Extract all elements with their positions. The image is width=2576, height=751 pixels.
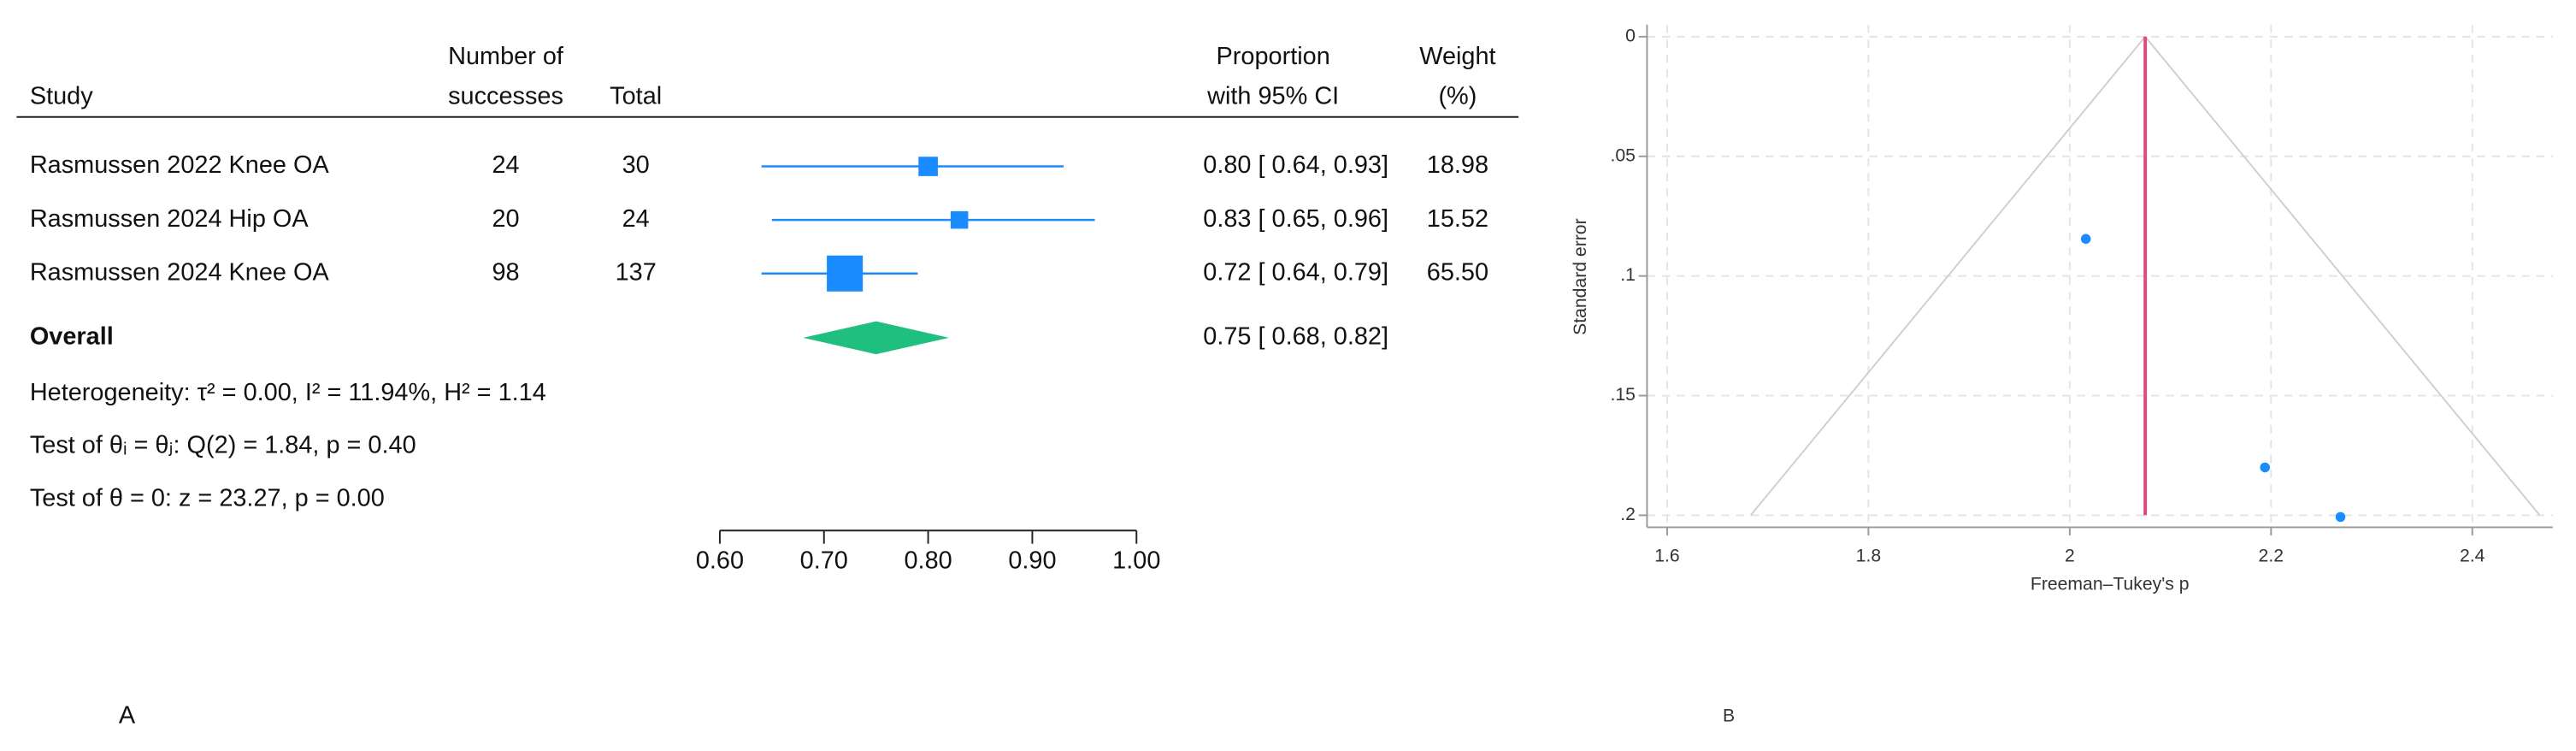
total: 137 bbox=[616, 258, 657, 286]
study-point bbox=[2260, 462, 2270, 473]
x-tick-label: 0.70 bbox=[800, 547, 848, 574]
header: (%) bbox=[1438, 82, 1477, 109]
header: Total bbox=[610, 82, 662, 109]
study-name: Rasmussen 2022 Knee OA bbox=[30, 151, 330, 179]
study-point bbox=[2080, 234, 2091, 245]
header: with 95% CI bbox=[1206, 82, 1339, 109]
estimate-label: 0.72 [ 0.64, 0.79] bbox=[1203, 258, 1388, 286]
x-tick-label: 0.90 bbox=[1008, 547, 1056, 574]
x-tick-label: 2.4 bbox=[2460, 547, 2485, 566]
x-tick-label: 2.2 bbox=[2259, 547, 2284, 566]
study-point bbox=[2335, 512, 2346, 523]
annotation: Heterogeneity: τ² = 0.00, I² = 11.94%, H… bbox=[30, 379, 546, 406]
weight-label: 65.50 bbox=[1427, 258, 1488, 286]
successes: 20 bbox=[492, 205, 519, 233]
successes: 98 bbox=[492, 258, 519, 286]
x-tick-label: 0.80 bbox=[905, 547, 952, 574]
estimate-label: 0.83 [ 0.65, 0.96] bbox=[1203, 205, 1388, 233]
header: Weight bbox=[1419, 43, 1495, 70]
x-axis-title: Freeman–Tukey's p bbox=[2031, 574, 2190, 594]
header: Study bbox=[30, 82, 93, 109]
point-estimate bbox=[918, 157, 938, 176]
panel-label: A bbox=[119, 702, 136, 730]
forest-plot: Study Number of successes Total Proportion wi… bbox=[16, 43, 1519, 730]
total: 24 bbox=[622, 205, 650, 233]
annotation: Test of θ = 0: z = 23.27, p = 0.00 bbox=[30, 484, 385, 512]
overall-diamond bbox=[803, 321, 949, 355]
x-tick-label: 1.6 bbox=[1654, 547, 1679, 566]
overall-label: Overall bbox=[30, 323, 114, 351]
weight-label: 18.98 bbox=[1427, 151, 1488, 179]
header: Proportion bbox=[1217, 43, 1330, 70]
study-name: Rasmussen 2024 Hip OA bbox=[30, 205, 309, 233]
y-tick-label: .2 bbox=[1620, 505, 1636, 524]
study-name: Rasmussen 2024 Knee OA bbox=[30, 258, 330, 286]
x-tick-label: 0.60 bbox=[696, 547, 744, 574]
y-tick-label: 0 bbox=[1625, 26, 1636, 45]
funnel-plot: 0 .05 .1 .15 .2 1.6 1.8 2 2.2 2.4 Freeman–Tukey's … bbox=[1571, 24, 2553, 726]
point-estimate bbox=[950, 210, 969, 229]
y-tick-label: .15 bbox=[1611, 385, 1636, 405]
panel-label: B bbox=[1723, 707, 1735, 726]
successes: 24 bbox=[492, 151, 519, 179]
y-axis-title: Standard error bbox=[1571, 218, 1590, 335]
header: successes bbox=[448, 82, 563, 109]
weight-label: 15.52 bbox=[1427, 205, 1488, 233]
x-tick-label: 1.00 bbox=[1112, 547, 1160, 574]
annotation: Test of θᵢ = θⱼ: Q(2) = 1.84, p = 0.40 bbox=[30, 432, 416, 459]
x-tick-label: 1.8 bbox=[1856, 547, 1881, 566]
point-estimate bbox=[827, 255, 864, 292]
header: Number of bbox=[448, 43, 564, 70]
y-tick-label: .1 bbox=[1620, 265, 1636, 285]
overall-estimate-label: 0.75 [ 0.68, 0.82] bbox=[1203, 323, 1388, 351]
total: 30 bbox=[622, 151, 650, 179]
estimate-label: 0.80 [ 0.64, 0.93] bbox=[1203, 151, 1388, 179]
y-tick-label: .05 bbox=[1611, 145, 1636, 165]
x-tick-label: 2 bbox=[2065, 547, 2075, 566]
